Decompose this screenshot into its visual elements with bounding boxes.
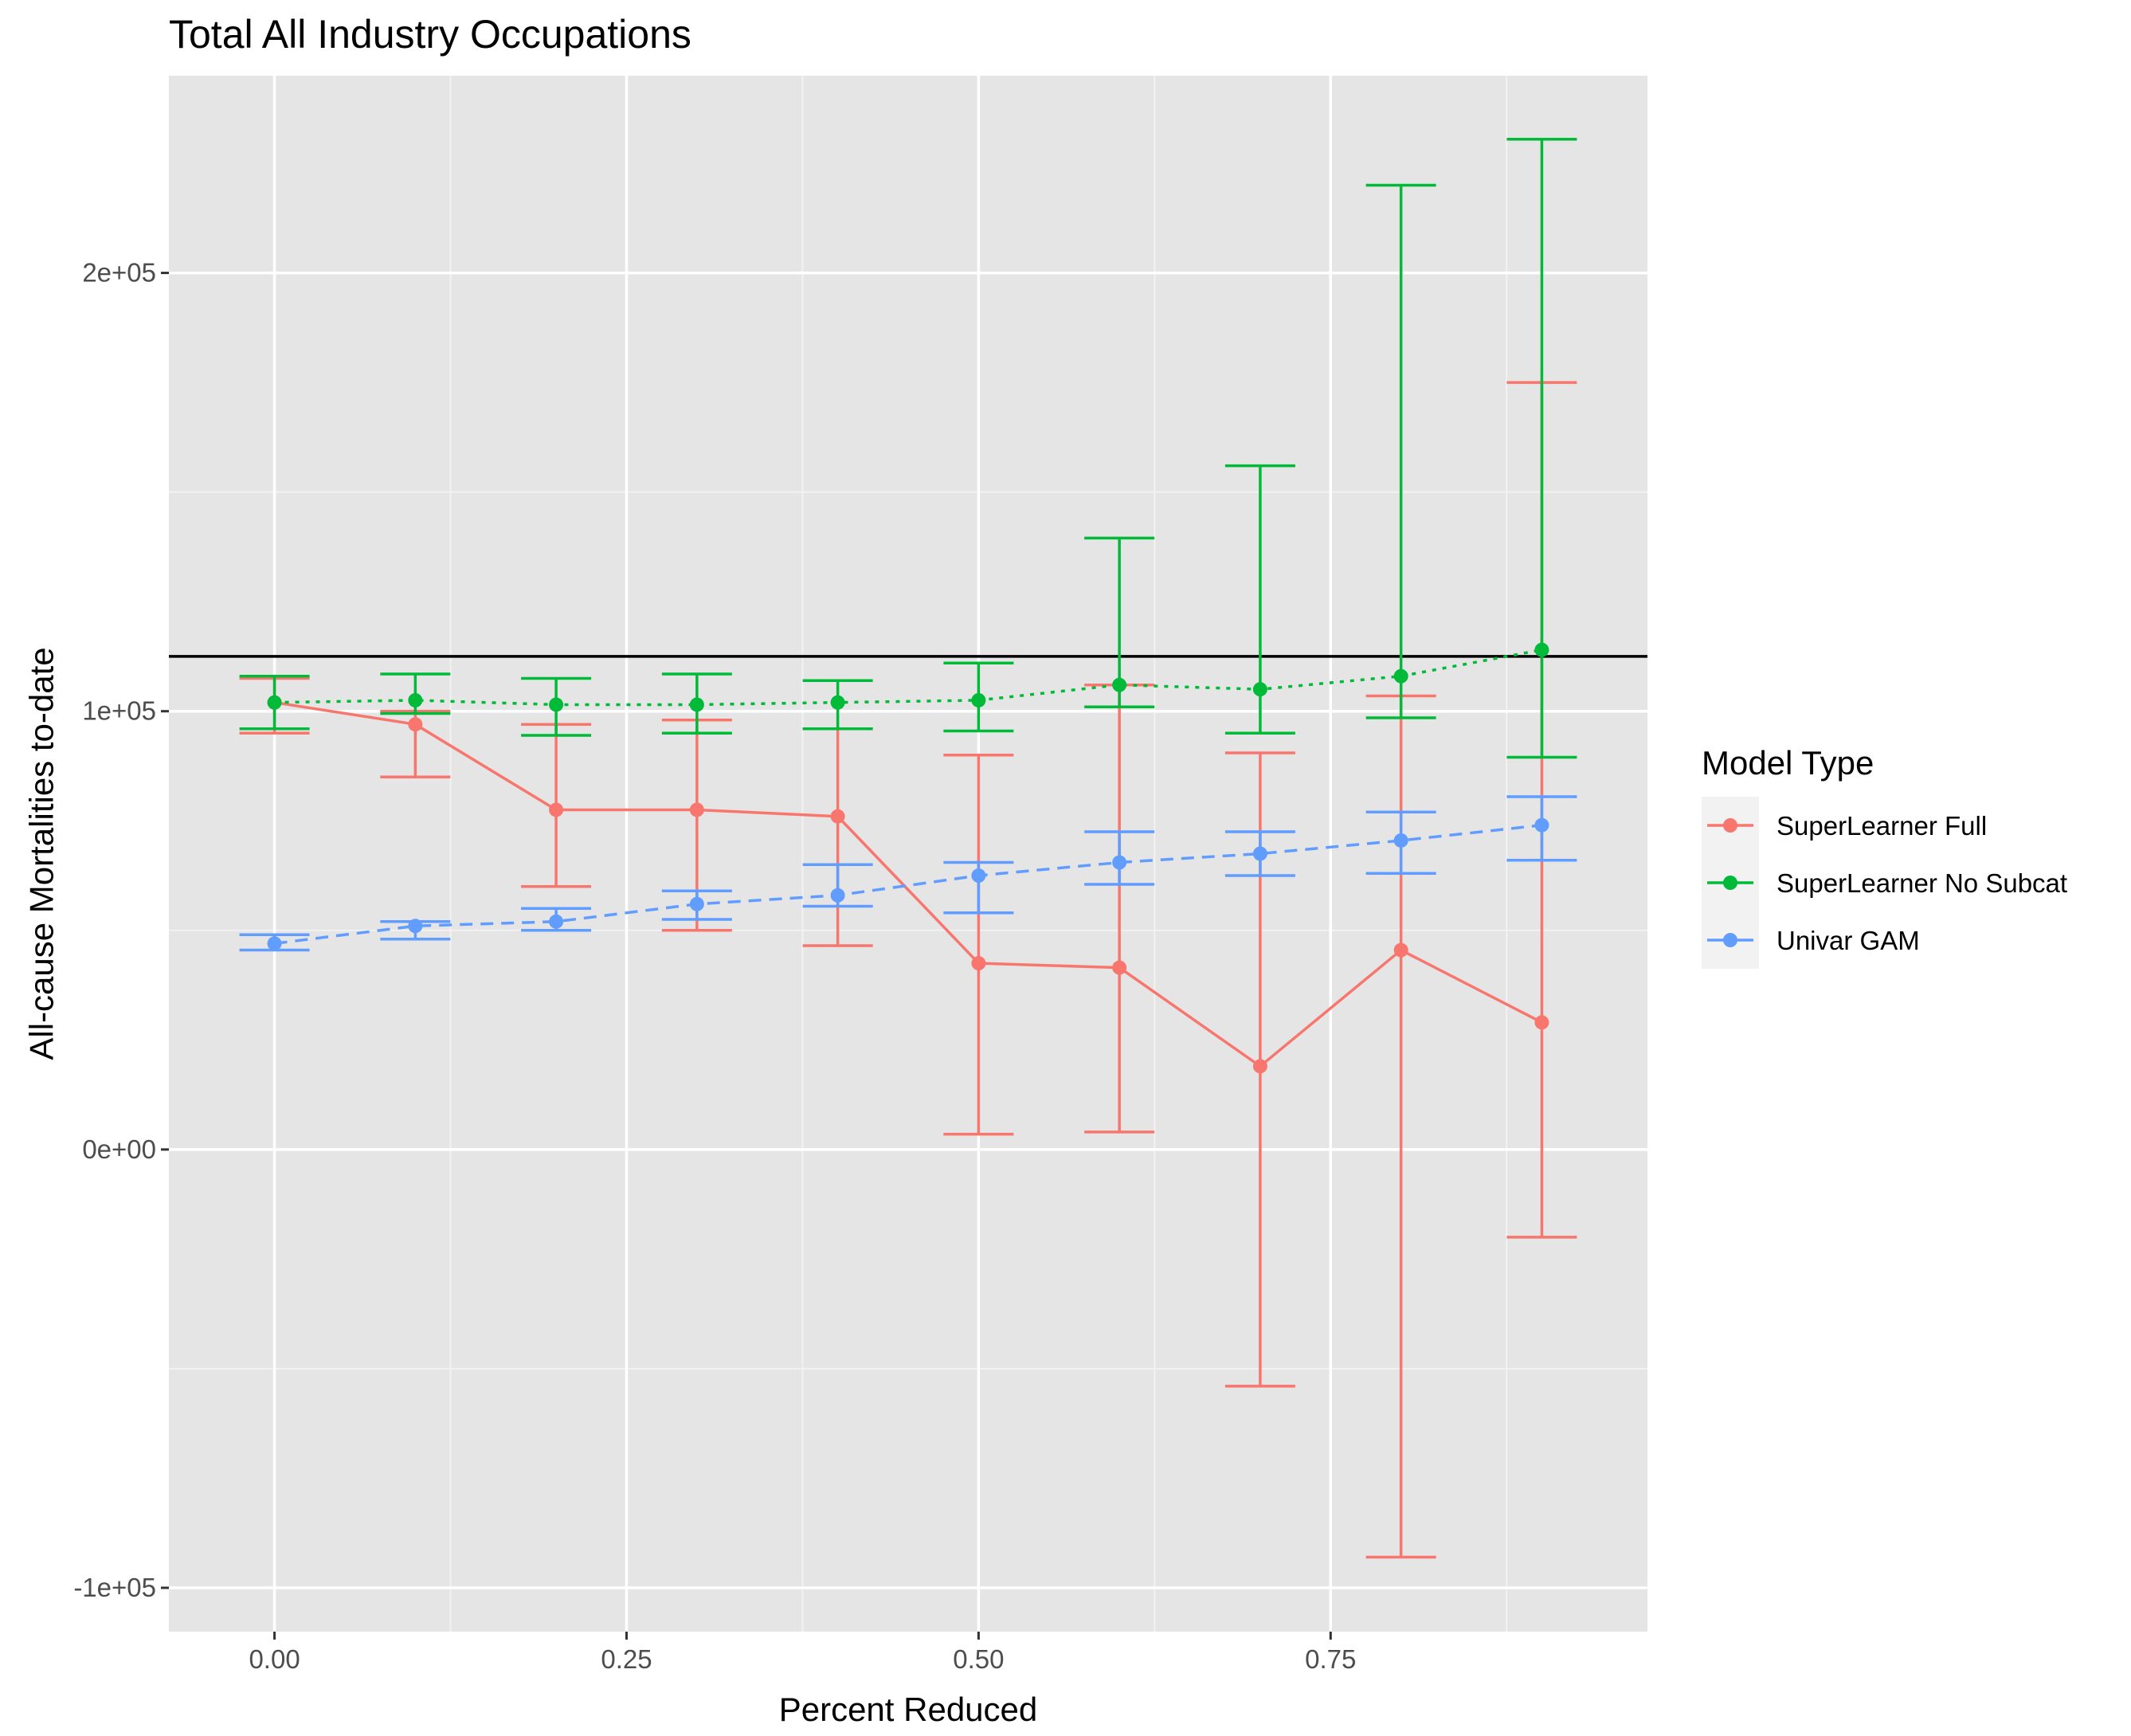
legend-key-point [1723, 818, 1737, 833]
data-point [1112, 960, 1127, 975]
x-axis-title: Percent Reduced [779, 1691, 1038, 1728]
y-tick-label: 2e+05 [82, 258, 156, 288]
x-tick-label: 0.25 [601, 1644, 652, 1674]
y-axis-title: All-cause Mortalities to-date [23, 647, 61, 1060]
series-2 [239, 795, 1577, 952]
data-point [1393, 668, 1408, 684]
data-point [689, 697, 704, 712]
data-point [1252, 846, 1267, 861]
series-line [274, 648, 1542, 707]
data-point [408, 692, 423, 707]
data-point [1393, 833, 1408, 848]
x-tick-label: 0.00 [249, 1644, 300, 1674]
data-point [549, 697, 564, 712]
x-tick-label: 0.75 [1305, 1644, 1356, 1674]
data-point [267, 695, 282, 710]
legend-label: SuperLearner No Subcat [1776, 868, 2067, 898]
data-point [1534, 642, 1549, 657]
legend-label: SuperLearner Full [1776, 811, 1987, 841]
legend-key-point [1723, 876, 1737, 890]
data-point [1393, 942, 1408, 958]
data-point [830, 809, 845, 824]
data-point [549, 802, 564, 817]
data-point [1112, 855, 1127, 870]
legend-title: Model Type [1702, 744, 1874, 782]
data-point [971, 868, 986, 884]
data-point [689, 802, 704, 817]
data-point [1252, 682, 1267, 697]
series-group [239, 138, 1577, 1559]
legend-key-point [1723, 933, 1737, 947]
chart-title: Total All Industry Occupations [169, 12, 691, 57]
data-point [689, 896, 704, 911]
data-point [408, 717, 423, 732]
data-point [1252, 1059, 1267, 1074]
data-point [830, 695, 845, 710]
series-line [274, 700, 1543, 1068]
data-point [408, 919, 423, 934]
data-point [971, 692, 986, 707]
data-point [1534, 817, 1549, 833]
data-point [1112, 677, 1127, 692]
data-point [830, 888, 845, 903]
series-1 [239, 138, 1577, 759]
data-point [267, 936, 282, 951]
data-point [549, 914, 564, 929]
data-point [971, 956, 986, 971]
y-tick-label: -1e+05 [73, 1573, 156, 1602]
data-point [1534, 1015, 1549, 1030]
y-tick-label: 0e+00 [82, 1134, 156, 1164]
axis-ticks: 0.00 0.25 0.50 0.75 -1e+05 0e+00 1e+05 2e+05 [73, 258, 1356, 1674]
legend: Model Type SuperLearner Full SuperLearner… [1702, 744, 2067, 969]
y-tick-label: 1e+05 [82, 696, 156, 726]
plot-panel [169, 76, 1647, 1632]
x-tick-label: 0.50 [953, 1644, 1004, 1674]
series-line [274, 824, 1542, 946]
legend-label: Univar GAM [1776, 926, 1920, 955]
